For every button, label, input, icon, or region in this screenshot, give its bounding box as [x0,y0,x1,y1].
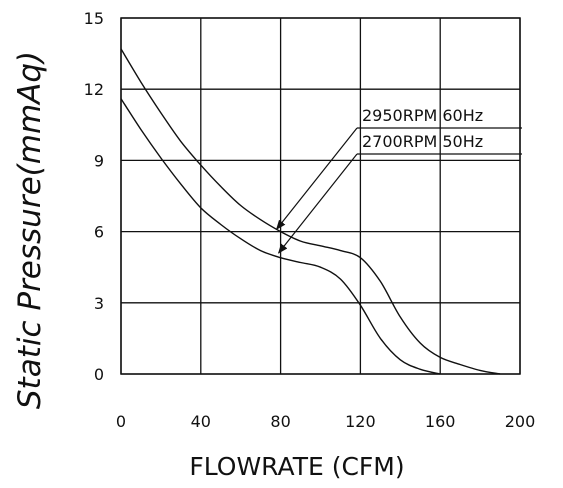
series-label-arrow-1 [275,127,358,231]
plot-frame [120,17,521,375]
y-tick-label: 6 [94,223,104,242]
x-tick-label: 200 [505,412,536,431]
x-tick-label: 120 [345,412,376,431]
y-tick-label: 9 [94,151,104,170]
y-tick-label: 15 [84,9,104,28]
x-tick-label: 80 [270,412,290,431]
annotations: 2950RPM 60Hz 2700RPM 50Hz [275,106,522,254]
y-axis-ticks: 0 3 6 9 12 15 [84,9,104,384]
y-tick-label: 12 [84,80,104,99]
series-label-arrow-2 [277,153,358,254]
x-axis-label: FLOWRATE (CFM) [189,452,404,481]
series-line-1 [120,48,501,375]
curves [120,48,501,375]
grid [120,17,521,375]
x-tick-label: 160 [425,412,456,431]
x-tick-label: 40 [191,412,211,431]
y-tick-label: 0 [94,365,104,384]
series-label-1: 2950RPM 60Hz [362,106,483,125]
x-tick-label: 0 [116,412,126,431]
y-axis-label: Static Pressure(mmAq) [12,51,48,409]
series-line-2 [120,98,441,375]
x-axis-ticks: 0 40 80 120 160 200 [116,412,535,431]
series-label-2: 2700RPM 50Hz [362,132,483,151]
y-tick-label: 3 [94,294,104,313]
